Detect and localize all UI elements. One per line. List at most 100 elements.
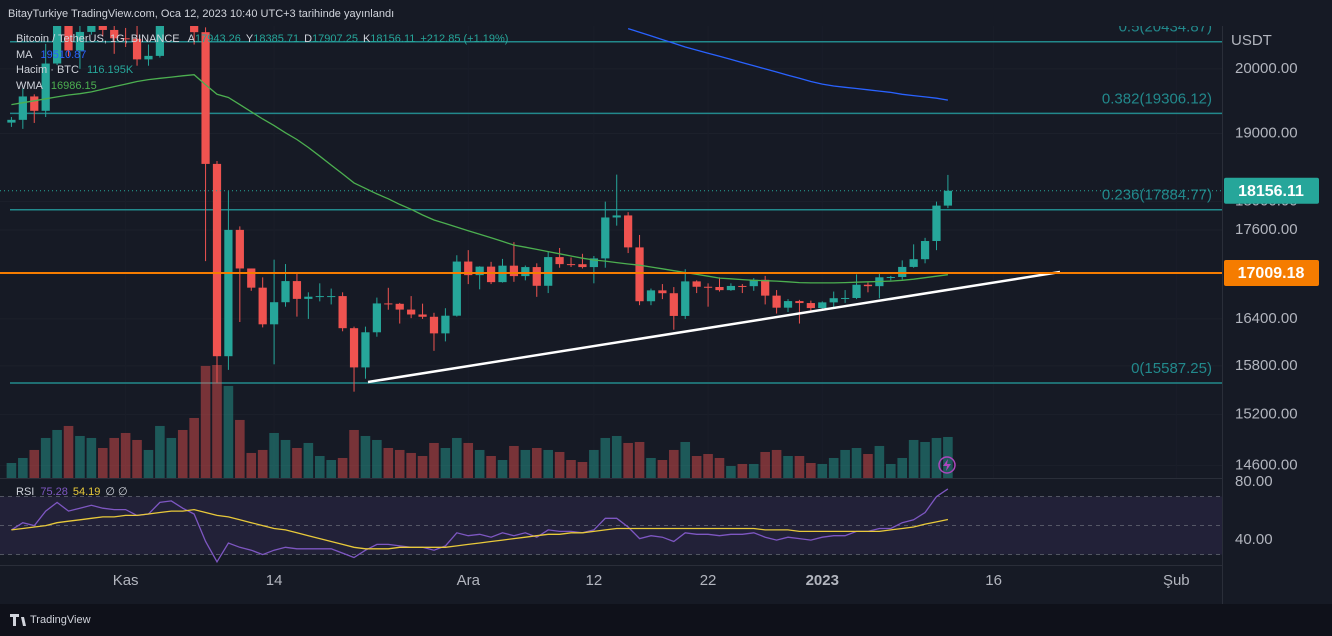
volume-bar	[166, 437, 177, 478]
trend-line	[367, 270, 1061, 384]
volume-bar	[714, 457, 725, 478]
price-unit: USDT	[1231, 32, 1272, 49]
volume-bar	[303, 442, 314, 478]
volume-bar	[783, 456, 793, 478]
candle-body	[395, 303, 404, 310]
candle-body	[943, 190, 953, 206]
volume-bar	[497, 459, 508, 478]
candle-body	[886, 276, 895, 278]
y-tick-label: 15800.00	[1235, 357, 1298, 374]
candle-body	[418, 314, 427, 317]
volume-bar	[120, 432, 131, 478]
candle-body	[658, 290, 667, 294]
legend-value: 16986.15	[51, 80, 97, 92]
overlay-line	[627, 27, 949, 101]
volume-bar	[6, 462, 17, 478]
legend-ohlc-prefix: K	[363, 33, 371, 45]
candle-body	[281, 281, 290, 303]
volume-bar	[257, 449, 268, 478]
volume-bar	[40, 437, 51, 478]
candle-body	[646, 290, 656, 302]
candle-body	[121, 38, 130, 40]
candle-body	[612, 215, 621, 218]
fib-label: 0.236(17884.77)	[1102, 187, 1212, 204]
candle-body	[783, 301, 793, 308]
candle-body	[87, 26, 96, 32]
volume-bar	[771, 449, 782, 478]
legend-value: 54.19	[73, 486, 101, 498]
candle-body	[806, 303, 815, 309]
volume-bar	[794, 456, 805, 478]
volume-bar	[737, 463, 748, 478]
volume-bar	[97, 447, 108, 478]
x-tick-label: 22	[700, 572, 717, 589]
volume-bar	[349, 429, 359, 478]
volume-bar	[406, 452, 416, 478]
volume-bar	[29, 449, 40, 478]
legend-ohlc-prefix: Y	[246, 33, 254, 45]
volume-bar	[589, 449, 599, 478]
volume-bar	[177, 429, 188, 478]
candle-body	[681, 281, 690, 316]
volume-bar	[817, 463, 828, 478]
candle-body	[521, 267, 530, 277]
legend-value: 116.195K	[87, 64, 134, 76]
candle-body	[932, 205, 941, 242]
x-tick-label: 14	[266, 572, 283, 589]
volume-bar	[680, 441, 691, 478]
volume-bar	[531, 447, 542, 478]
candle-body	[292, 281, 302, 299]
volume-bar	[372, 439, 382, 478]
candle-body	[327, 296, 336, 298]
volume-bar	[155, 425, 165, 478]
legend-overlay: WMA 16986.15	[16, 80, 97, 92]
candle-body	[852, 284, 861, 298]
y-tick-label: 14600.00	[1235, 456, 1298, 473]
legend-value: 75.28	[40, 486, 68, 498]
legend-name: MA	[16, 49, 33, 61]
volume-bar	[235, 419, 245, 478]
volume-bar	[577, 462, 588, 478]
candle-body	[795, 301, 804, 304]
price-line-label: 17009.18	[1238, 265, 1305, 282]
y-tick-label: 20000.00	[1235, 60, 1298, 77]
x-tick-label: 2023	[806, 572, 839, 589]
volume-bar	[417, 456, 428, 478]
volume-bar	[200, 365, 211, 478]
y-tick-label: 15200.00	[1235, 406, 1298, 423]
volume-bar	[246, 452, 257, 478]
volume-bar	[269, 432, 279, 478]
volume-bar	[520, 449, 531, 478]
header: BitayTurkiye TradingView.com, Oca 12, 20…	[8, 8, 394, 20]
candle-body	[509, 265, 519, 277]
legend-ohlc-value: 18385.71	[253, 33, 299, 45]
volume-bar	[86, 437, 97, 478]
volume-bar	[292, 447, 302, 478]
volume-bar	[748, 463, 759, 478]
candle-body	[190, 26, 199, 33]
legend-name: WMA	[16, 80, 44, 92]
candle-body	[726, 285, 736, 291]
volume-bar	[863, 453, 873, 478]
candle-body	[589, 258, 598, 268]
volume-bar	[440, 447, 451, 478]
candle-body	[429, 316, 439, 334]
volume-bar	[703, 453, 713, 478]
volume-bar	[314, 456, 325, 478]
candle-body	[772, 295, 781, 308]
volume-bar	[360, 435, 371, 478]
x-tick-label: 16	[985, 572, 1002, 589]
volume-bar	[611, 435, 622, 478]
candle-body	[703, 286, 713, 288]
volume-bar	[908, 439, 919, 478]
volume-bar	[212, 365, 222, 478]
candle-body	[224, 229, 233, 357]
candle-body	[920, 241, 930, 260]
last-price-label: 18156.11	[1238, 183, 1304, 200]
volume-bar	[337, 457, 348, 478]
candle-body	[635, 247, 644, 302]
legend-overlay: MA 19510.87	[16, 49, 86, 61]
volume-bar	[634, 441, 645, 478]
x-tick-label: Ara	[457, 572, 481, 589]
volume-bar	[657, 459, 668, 478]
